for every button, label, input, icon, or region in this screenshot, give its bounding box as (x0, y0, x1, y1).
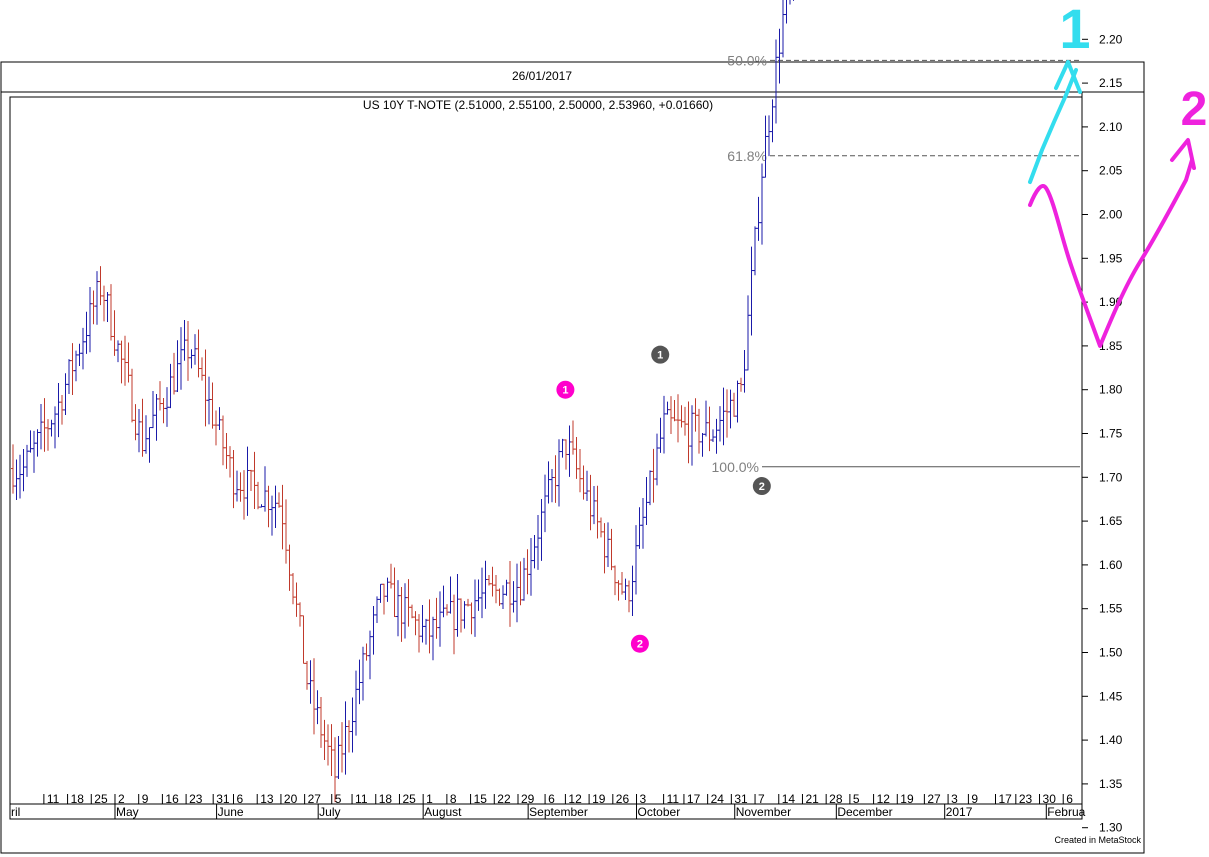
x-tick-label: 3 (640, 792, 647, 806)
x-tick-label: 18 (379, 792, 393, 806)
y-tick-label: 1.35 (1099, 777, 1123, 791)
y-tick-label: 1.40 (1099, 733, 1123, 747)
x-tick-label: 11 (667, 792, 680, 806)
y-tick-label: 1.95 (1099, 251, 1123, 265)
x-tick-label: 31 (216, 792, 230, 806)
price-bar (789, 0, 791, 5)
month-label: Februa (1047, 805, 1085, 819)
x-tick-label: 13 (260, 792, 274, 806)
y-tick-label: 2.05 (1099, 164, 1123, 178)
x-tick-label: 9 (971, 792, 978, 806)
y-tick-label: 2.20 (1099, 32, 1123, 46)
price-bar (781, 0, 785, 58)
x-tick-label: 19 (592, 792, 606, 806)
month-label: September (529, 805, 588, 819)
magenta-projection-annotation: 2 (1028, 83, 1208, 348)
x-tick-label: 23 (189, 792, 203, 806)
x-tick-label: 21 (805, 792, 819, 806)
x-tick-label: 14 (782, 792, 796, 806)
month-label: October (638, 805, 681, 819)
x-tick-label: 7 (758, 792, 765, 806)
x-tick-label: 24 (711, 792, 725, 806)
month-label: August (424, 805, 462, 819)
y-tick-label: 1.65 (1099, 514, 1123, 528)
month-label: May (116, 805, 139, 819)
fib-label: 61.8% (727, 148, 767, 164)
y-tick-label: 2.25 (1099, 0, 1123, 3)
x-tick-label: 11 (47, 792, 60, 806)
month-label: ril (11, 805, 20, 819)
fib-label: 50.0% (727, 52, 767, 68)
x-tick-label: 25 (402, 792, 416, 806)
x-tick-label: 16 (165, 792, 179, 806)
x-tick-label: 26 (616, 792, 630, 806)
month-label: June (218, 805, 244, 819)
month-label: November (736, 805, 791, 819)
y-tick-label: 1.30 (1099, 821, 1123, 835)
x-tick-label: 29 (521, 792, 535, 806)
x-tick-label: 27 (308, 792, 322, 806)
wave-count-label: 1 (651, 345, 670, 364)
wave-count-label: 2 (752, 477, 771, 496)
x-tick-label: 31 (734, 792, 748, 806)
price-bar (793, 0, 794, 1)
y-tick-label: 1.60 (1099, 558, 1123, 572)
x-tick-label: 15 (474, 792, 488, 806)
x-tick-label: 23 (1019, 792, 1033, 806)
x-tick-label: 1 (426, 792, 433, 806)
x-tick-label: 6 (1066, 792, 1073, 806)
y-tick-label: 1.80 (1099, 383, 1123, 397)
x-tick-label: 5 (335, 792, 342, 806)
svg-text:1: 1 (562, 385, 568, 397)
credit-label: Created in MetaStock (1054, 835, 1141, 845)
y-tick-label: 1.45 (1099, 689, 1123, 703)
month-label: December (837, 805, 892, 819)
x-tick-label: 19 (900, 792, 914, 806)
x-tick-label: 6 (237, 792, 244, 806)
x-tick-label: 12 (877, 792, 891, 806)
y-tick-label: 1.50 (1099, 646, 1123, 660)
x-tick-label: 12 (568, 792, 582, 806)
x-tick-label: 11 (355, 792, 368, 806)
x-tick-label: 27 (927, 792, 941, 806)
x-tick-label: 2 (118, 792, 125, 806)
y-tick-label: 1.75 (1099, 427, 1123, 441)
month-label: 2017 (946, 805, 973, 819)
x-tick-label: 17 (998, 792, 1012, 806)
wave-count-label: 2 (630, 634, 649, 653)
month-label: July (319, 805, 340, 819)
x-tick-label: 9 (142, 792, 149, 806)
x-tick-label: 6 (548, 792, 555, 806)
chart-title: US 10Y T-NOTE (2.51000, 2.55100, 2.50000… (363, 98, 713, 112)
svg-text:2: 2 (637, 639, 643, 651)
price-bar (784, 0, 787, 24)
x-tick-label: 5 (853, 792, 860, 806)
x-tick-label: 22 (497, 792, 511, 806)
y-tick-label: 2.10 (1099, 120, 1123, 134)
svg-text:2: 2 (759, 481, 765, 493)
chart-date: 26/01/2017 (512, 69, 572, 83)
x-tick-label: 30 (1043, 792, 1057, 806)
x-tick-label: 20 (284, 792, 298, 806)
magenta-annotation-label: 2 (1181, 83, 1208, 136)
cyan-projection-annotation: 1 (1028, 0, 1091, 184)
cyan-annotation-label: 1 (1059, 0, 1090, 60)
x-tick-label: 18 (71, 792, 85, 806)
y-tick-label: 1.70 (1099, 470, 1123, 484)
plot-frame (9, 96, 1083, 820)
x-tick-label: 28 (829, 792, 843, 806)
x-tick-label: 8 (450, 792, 457, 806)
x-tick-label: 17 (687, 792, 701, 806)
y-tick-label: 2.15 (1099, 76, 1123, 90)
y-tick-label: 2.00 (1099, 208, 1123, 222)
x-tick-label: 25 (94, 792, 108, 806)
y-tick-label: 1.85 (1099, 339, 1123, 353)
x-tick-label: 3 (951, 792, 958, 806)
wave-count-label: 1 (556, 380, 575, 399)
fib-label: 100.0% (712, 459, 759, 475)
svg-text:1: 1 (657, 350, 663, 362)
y-tick-label: 1.55 (1099, 602, 1123, 616)
